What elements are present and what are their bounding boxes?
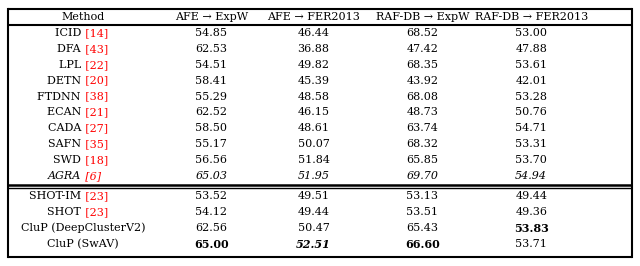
Text: SHOT-IM: SHOT-IM <box>29 192 83 201</box>
Text: AGRA: AGRA <box>48 171 83 181</box>
Text: 51.84: 51.84 <box>298 155 330 165</box>
Text: 69.70: 69.70 <box>406 171 438 181</box>
Text: 49.36: 49.36 <box>515 207 547 217</box>
Text: 54.94: 54.94 <box>515 171 547 181</box>
Text: 51.95: 51.95 <box>298 171 330 181</box>
Text: 50.76: 50.76 <box>515 107 547 117</box>
Text: DFA: DFA <box>58 44 83 54</box>
Text: 45.39: 45.39 <box>298 76 330 86</box>
Text: [35]: [35] <box>83 139 108 149</box>
Text: RAF-DB → FER2013: RAF-DB → FER2013 <box>475 12 588 22</box>
Text: [27]: [27] <box>83 123 108 133</box>
Text: 54.12: 54.12 <box>195 207 227 217</box>
Text: ICID: ICID <box>54 28 83 38</box>
Text: CluP (DeepClusterV2): CluP (DeepClusterV2) <box>21 223 145 234</box>
Text: [21]: [21] <box>83 107 108 117</box>
Text: 62.56: 62.56 <box>195 223 227 233</box>
Text: 48.58: 48.58 <box>298 92 330 102</box>
Text: 68.32: 68.32 <box>406 139 438 149</box>
Text: 47.42: 47.42 <box>406 44 438 54</box>
Text: [18]: [18] <box>83 155 108 165</box>
Text: 49.44: 49.44 <box>298 207 330 217</box>
Text: 53.61: 53.61 <box>515 60 547 70</box>
Text: 63.74: 63.74 <box>406 123 438 133</box>
Text: 53.52: 53.52 <box>195 192 227 201</box>
Text: [6]: [6] <box>83 171 101 181</box>
Text: 54.51: 54.51 <box>195 60 227 70</box>
Text: 66.60: 66.60 <box>405 239 440 250</box>
Text: 58.50: 58.50 <box>195 123 227 133</box>
Text: 49.82: 49.82 <box>298 60 330 70</box>
Text: 65.85: 65.85 <box>406 155 438 165</box>
Text: 58.41: 58.41 <box>195 76 227 86</box>
Text: 53.51: 53.51 <box>406 207 438 217</box>
Text: RAF-DB → ExpW: RAF-DB → ExpW <box>376 12 469 22</box>
Text: 42.01: 42.01 <box>515 76 547 86</box>
Text: [23]: [23] <box>83 192 108 201</box>
Text: 53.83: 53.83 <box>514 223 548 234</box>
Text: 43.92: 43.92 <box>406 76 438 86</box>
Text: 49.51: 49.51 <box>298 192 330 201</box>
Text: 65.00: 65.00 <box>194 239 228 250</box>
Text: 46.15: 46.15 <box>298 107 330 117</box>
Text: 49.44: 49.44 <box>515 192 547 201</box>
Text: AFE → FER2013: AFE → FER2013 <box>267 12 360 22</box>
Text: Method: Method <box>61 12 105 22</box>
Text: 53.28: 53.28 <box>515 92 547 102</box>
Text: SWD: SWD <box>53 155 83 165</box>
Text: 68.52: 68.52 <box>406 28 438 38</box>
Text: [14]: [14] <box>83 28 108 38</box>
Text: 54.71: 54.71 <box>515 123 547 133</box>
Text: 55.29: 55.29 <box>195 92 227 102</box>
Text: [23]: [23] <box>83 207 108 217</box>
Text: SHOT: SHOT <box>47 207 83 217</box>
Text: 68.08: 68.08 <box>406 92 438 102</box>
Text: 65.03: 65.03 <box>195 171 227 181</box>
Text: 36.88: 36.88 <box>298 44 330 54</box>
Text: 53.31: 53.31 <box>515 139 547 149</box>
Text: 46.44: 46.44 <box>298 28 330 38</box>
Text: 50.07: 50.07 <box>298 139 330 149</box>
Text: 48.73: 48.73 <box>406 107 438 117</box>
Text: ECAN: ECAN <box>47 107 83 117</box>
Text: [22]: [22] <box>83 60 108 70</box>
Text: [43]: [43] <box>83 44 108 54</box>
Text: CADA: CADA <box>47 123 83 133</box>
Text: [20]: [20] <box>83 76 108 86</box>
Text: 53.00: 53.00 <box>515 28 547 38</box>
Text: 54.85: 54.85 <box>195 28 227 38</box>
Text: DETN: DETN <box>47 76 83 86</box>
Text: 55.17: 55.17 <box>195 139 227 149</box>
Text: 53.70: 53.70 <box>515 155 547 165</box>
Text: [38]: [38] <box>83 92 108 102</box>
Text: SAFN: SAFN <box>48 139 83 149</box>
Text: FTDNN: FTDNN <box>38 92 83 102</box>
Text: 52.51: 52.51 <box>296 239 331 250</box>
Text: 62.52: 62.52 <box>195 107 227 117</box>
Text: 48.61: 48.61 <box>298 123 330 133</box>
Text: 53.13: 53.13 <box>406 192 438 201</box>
Text: CluP (SwAV): CluP (SwAV) <box>47 239 119 249</box>
Text: 65.43: 65.43 <box>406 223 438 233</box>
Text: 53.71: 53.71 <box>515 239 547 249</box>
Text: 47.88: 47.88 <box>515 44 547 54</box>
Text: LPL: LPL <box>59 60 83 70</box>
Text: 68.35: 68.35 <box>406 60 438 70</box>
Text: 62.53: 62.53 <box>195 44 227 54</box>
Text: 56.56: 56.56 <box>195 155 227 165</box>
Text: 50.47: 50.47 <box>298 223 330 233</box>
Text: AFE → ExpW: AFE → ExpW <box>175 12 248 22</box>
